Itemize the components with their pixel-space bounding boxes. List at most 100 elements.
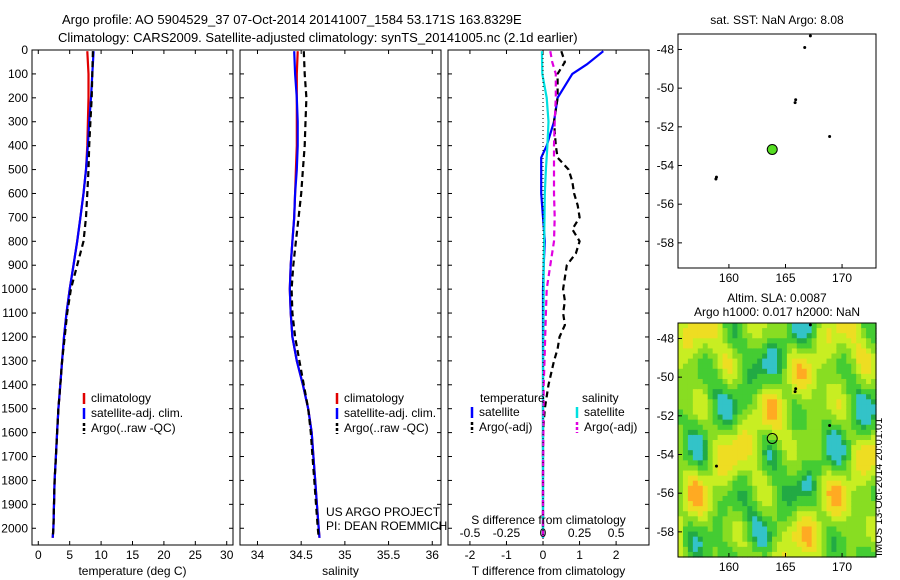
sla-cell [682, 516, 689, 522]
sla-cell [732, 506, 738, 512]
sla-cell [781, 358, 788, 365]
sla-cell [682, 429, 689, 436]
sla-cell [836, 419, 842, 426]
sla-cell [712, 409, 719, 416]
sla-cell [687, 511, 694, 517]
sla-cell [786, 399, 793, 405]
sla-cell [702, 455, 709, 461]
sla-cell [757, 536, 763, 543]
sla-cell [866, 363, 872, 370]
sla-cell [722, 429, 729, 436]
depth-tick-label: 500 [8, 163, 28, 177]
sla-cell [826, 480, 833, 487]
sla-cell [791, 373, 798, 380]
sla-cell [806, 526, 813, 533]
sla-cell [707, 434, 714, 441]
sla-cell [737, 460, 743, 467]
sla-cell [742, 399, 748, 405]
sla-cell [712, 343, 719, 350]
sla-cell [796, 378, 803, 385]
sla-cell [737, 551, 743, 558]
sla-cell [727, 485, 734, 492]
sla-cell [727, 424, 734, 431]
sla-cell [861, 551, 867, 558]
depth-tick-label: 300 [8, 115, 28, 129]
sla-cell [732, 343, 738, 350]
sla-cell [821, 389, 828, 395]
sla-cell [687, 358, 694, 365]
sla-cell [796, 541, 803, 548]
sla-cell [722, 373, 729, 380]
sla-cell [727, 511, 734, 517]
sla-cell [722, 511, 729, 517]
sla-cell [821, 419, 828, 426]
sla-cell [846, 414, 852, 421]
sla-cell [742, 475, 748, 482]
sla-cell [856, 434, 862, 441]
sla-cell [791, 333, 798, 339]
sla-cell [762, 490, 768, 497]
sla-cell [811, 485, 818, 492]
sla-cell [801, 378, 808, 385]
sla-cell [841, 414, 847, 421]
sla-cell [826, 445, 833, 451]
sla-cell [737, 363, 743, 370]
sla-cell [717, 414, 724, 421]
sla-cell [801, 485, 808, 492]
sla-cell [871, 521, 877, 528]
sla-cell [806, 440, 813, 446]
sla-cell [791, 358, 798, 365]
sla-cell [786, 536, 793, 543]
sla-cell [722, 450, 729, 456]
sla-cell [762, 378, 768, 385]
sla-cell [707, 485, 714, 492]
sla-cell [836, 368, 842, 375]
sla-cell [702, 399, 709, 405]
sla-cell [866, 445, 872, 451]
sla-cell [712, 373, 719, 380]
depth-tick-label: 900 [8, 258, 28, 272]
sla-cell [707, 338, 714, 344]
sla-cell [737, 323, 743, 329]
sla-cell [791, 440, 798, 446]
sla-cell [747, 333, 753, 339]
sla-cell [871, 526, 877, 533]
sla-cell [742, 414, 748, 421]
sla-cell [781, 480, 788, 487]
sla-cell [742, 465, 748, 472]
sla-cell [786, 358, 793, 365]
sla-cell [772, 490, 778, 497]
sla-cell [712, 546, 719, 553]
difference-series-temperature-argo-adj- [541, 50, 581, 538]
sla-cell [856, 521, 862, 528]
sla-cell [816, 434, 823, 441]
sla-cell [707, 511, 714, 517]
sla-cell [781, 536, 788, 543]
sla-cell [796, 490, 803, 497]
sla-cell [762, 419, 768, 426]
sla-cell [732, 465, 738, 472]
sla-cell [702, 531, 709, 538]
sla-cell [821, 384, 828, 390]
sla-cell [861, 480, 867, 487]
sla-cell [772, 526, 778, 533]
sla-cell [831, 363, 837, 370]
sla-cell [811, 455, 818, 461]
sla-cell [816, 475, 823, 482]
sla-cell [767, 511, 773, 517]
sla-cell [816, 328, 823, 334]
sla-cell [851, 495, 857, 502]
sla-cell [712, 348, 719, 355]
sla-cell [757, 480, 763, 487]
sla-cell [777, 521, 783, 528]
sla-cell [762, 455, 768, 461]
sla-cell [772, 551, 778, 558]
sla-cell [767, 541, 773, 548]
sla-cell [742, 445, 748, 451]
sla-cell [841, 480, 847, 487]
sla-cell [772, 409, 778, 416]
sla-cell [816, 485, 823, 492]
sla-cell [816, 323, 823, 329]
sla-cell [772, 368, 778, 375]
sla-cell [796, 460, 803, 467]
